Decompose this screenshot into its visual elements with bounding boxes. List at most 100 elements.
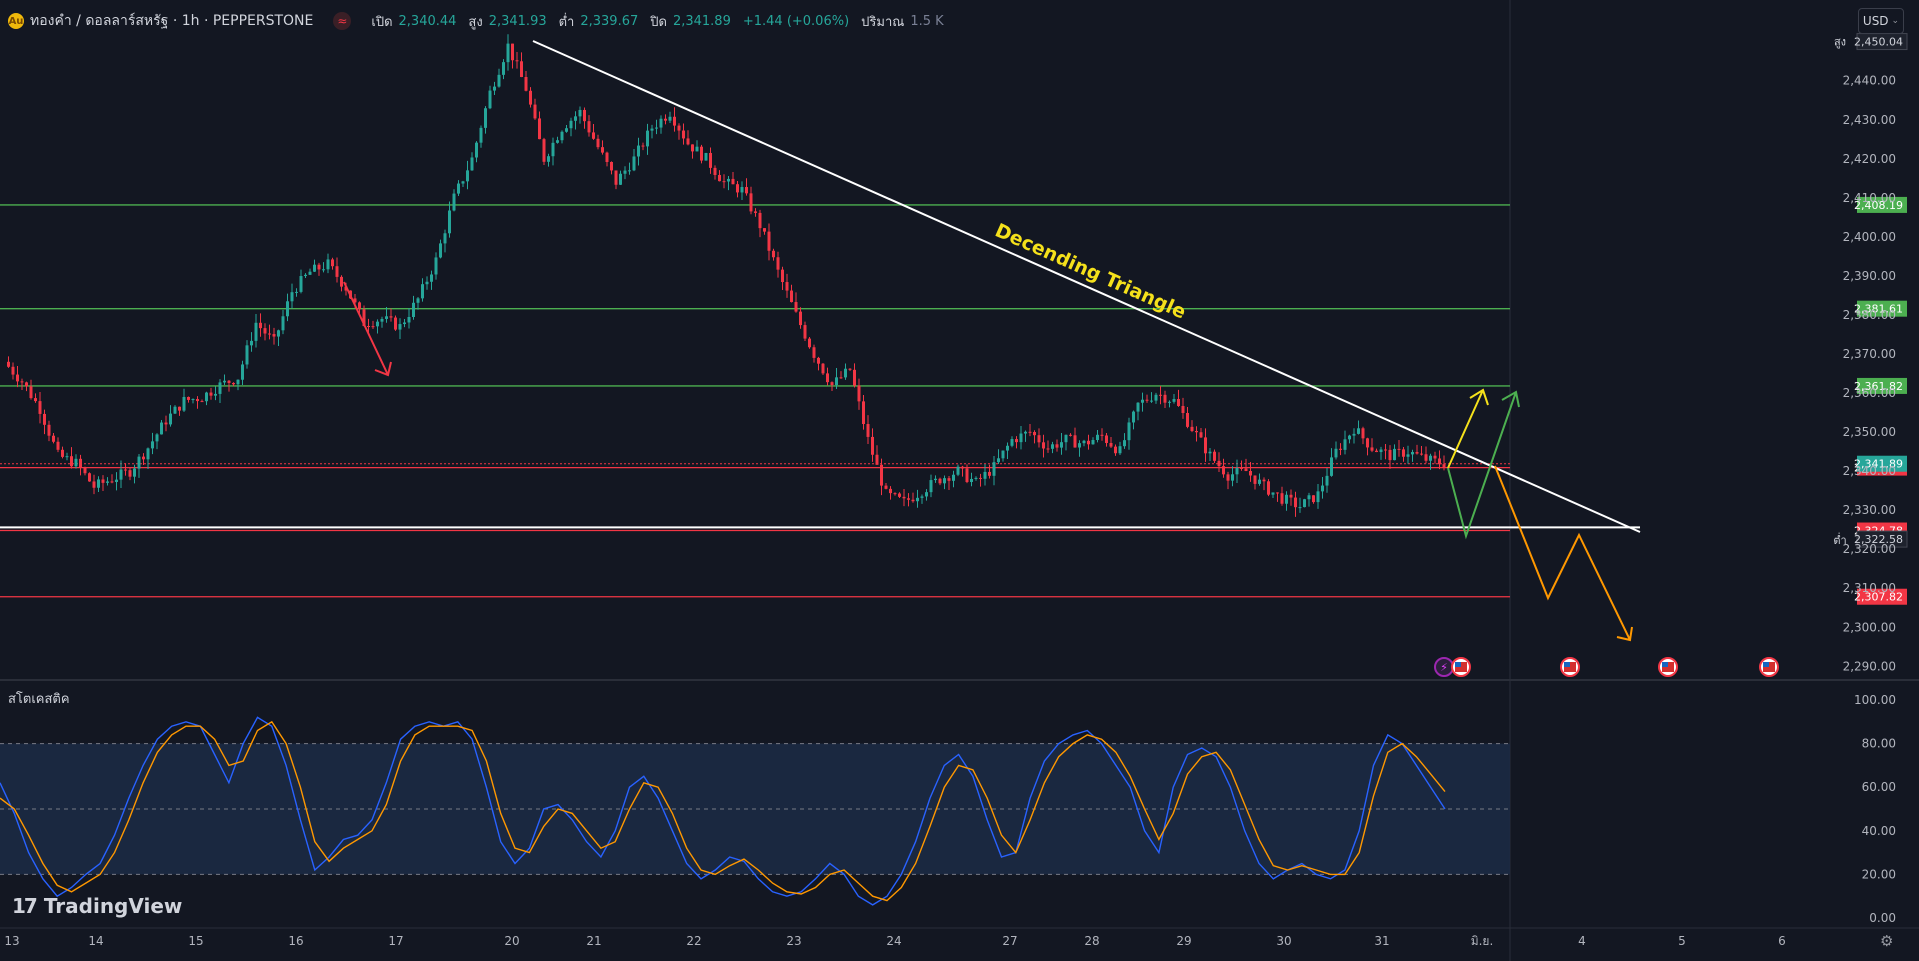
stoch-tick-label: 0.00: [1869, 911, 1896, 925]
level-value: 2,408.19: [1854, 199, 1903, 212]
market-status-icon[interactable]: ≈: [333, 12, 352, 30]
candle-body: [1195, 430, 1198, 433]
chart-header: Au ทองคำ / ดอลลาร์สหรัฐ · 1h · PEPPERSTO…: [8, 10, 944, 32]
candle-body: [1132, 411, 1135, 423]
candle-body: [218, 382, 222, 394]
currency-selector[interactable]: USD ⌄: [1858, 8, 1904, 34]
time-tick-label: 14: [88, 934, 103, 948]
candle-body: [457, 183, 460, 194]
candle-body: [1316, 491, 1320, 503]
candle-body: [268, 333, 271, 335]
candle-body: [1262, 479, 1266, 482]
candle-body: [277, 330, 280, 337]
candle-body: [124, 469, 127, 471]
candle-body: [11, 366, 15, 375]
candle-body: [551, 142, 555, 157]
candle-body: [839, 377, 843, 379]
candle-body: [601, 147, 604, 153]
candle-body: [920, 496, 924, 498]
candle-body: [1150, 400, 1153, 402]
candle-body: [1294, 497, 1297, 508]
candle-body: [587, 121, 591, 133]
candle-body: [1199, 432, 1203, 438]
candle-body: [1312, 495, 1315, 503]
candle-body: [1267, 481, 1270, 495]
candle-body: [871, 436, 874, 455]
candle-body: [610, 162, 613, 171]
candle-body: [439, 243, 442, 258]
candle-body: [322, 269, 325, 271]
candle-body: [1411, 452, 1414, 455]
candle-body: [236, 379, 240, 385]
candle-body: [1375, 450, 1378, 453]
candle-body: [632, 156, 636, 171]
candle-body: [335, 266, 339, 277]
time-tick-label: 23: [786, 934, 801, 948]
candle-body: [97, 479, 100, 488]
candle-body: [1442, 464, 1446, 469]
candle-body: [745, 187, 748, 194]
time-tick-label: 31: [1374, 934, 1389, 948]
candle-body: [637, 145, 640, 157]
candle-body: [502, 62, 505, 75]
candle-body: [38, 401, 42, 414]
candle-body: [1087, 440, 1090, 445]
candle-body: [1001, 450, 1005, 459]
close-label: ปิด: [650, 14, 667, 30]
candle-body: [758, 212, 762, 229]
candle-body: [479, 127, 483, 143]
candle-body: [628, 170, 631, 172]
candle-body: [952, 474, 955, 481]
candle-body: [668, 116, 672, 121]
candle-body: [1096, 434, 1099, 441]
tradingview-logo[interactable]: 17 TradingView: [12, 894, 182, 918]
candle-body: [142, 456, 145, 460]
current-price-tag: [1857, 455, 1907, 472]
candle-body: [1343, 439, 1347, 450]
candle-body: [1127, 422, 1131, 441]
candle-body: [520, 61, 523, 77]
candle-body: [1433, 455, 1437, 459]
us-flag-icon: [1451, 657, 1471, 677]
candle-body: [727, 178, 730, 182]
candle-body: [1163, 394, 1167, 403]
candle-body: [488, 90, 492, 109]
candle-body: [434, 257, 438, 275]
candle-body: [344, 286, 348, 291]
candle-body: [1424, 454, 1428, 461]
candle-body: [538, 118, 541, 140]
candle-body: [394, 317, 397, 330]
current-price-value: 2,341.89: [1854, 458, 1903, 471]
candle-body: [313, 264, 316, 272]
candle-body: [1379, 449, 1383, 453]
candle-body: [106, 481, 109, 483]
candle-body: [232, 382, 235, 385]
candle-body: [1235, 467, 1239, 475]
level-value: 2,361.82: [1854, 380, 1903, 393]
price-tick-label: 2,310.00: [1843, 581, 1896, 595]
candle-body: [1217, 460, 1221, 467]
time-tick-label: มิ.ย.: [1471, 934, 1494, 948]
candle-body: [1222, 466, 1225, 475]
price-tick-label: 2,440.00: [1843, 74, 1896, 88]
candle-body: [1082, 440, 1086, 444]
candle-body: [470, 157, 474, 171]
candle-body: [1100, 434, 1104, 436]
candle-body: [547, 156, 550, 162]
candle-body: [821, 363, 825, 374]
price-tick-label: 2,290.00: [1843, 659, 1896, 673]
candle-body: [947, 478, 951, 481]
candle-body: [389, 316, 393, 318]
level-tag: [1857, 377, 1907, 394]
candle-body: [16, 374, 19, 382]
gear-icon[interactable]: ⚙: [1880, 932, 1894, 950]
candle-body: [1060, 442, 1063, 448]
candle-body: [925, 492, 928, 497]
candle-body: [659, 118, 663, 128]
candle-body: [164, 422, 168, 425]
candle-body: [736, 184, 739, 193]
time-tick-label: 16: [288, 934, 303, 948]
symbol-title[interactable]: ทองคำ / ดอลลาร์สหรัฐ · 1h · PEPPERSTONE: [30, 13, 314, 29]
